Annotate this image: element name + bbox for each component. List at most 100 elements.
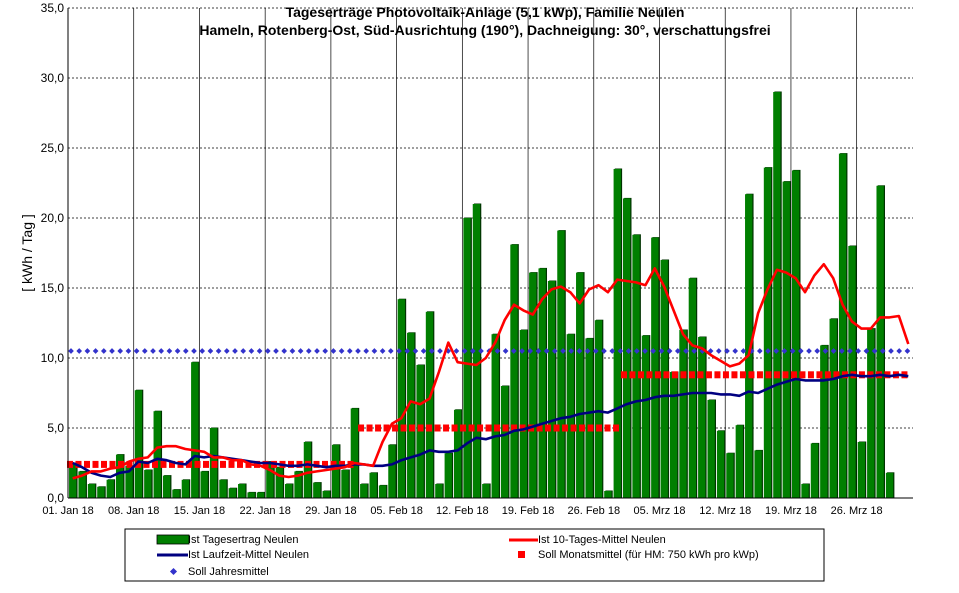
- bar: [238, 484, 246, 498]
- jahresmittel-marker: [535, 348, 542, 354]
- jahresmittel-marker: [109, 348, 115, 354]
- chart-title: Tageserträge Photovoltaik-Anlage (5,1 kW…: [286, 4, 685, 20]
- jahresmittel-marker: [822, 348, 829, 354]
- jahresmittel-marker: [461, 348, 468, 354]
- jahresmittel-marker: [174, 348, 181, 354]
- monatsmittel-marker: [169, 460, 175, 468]
- jahresmittel-marker: [84, 348, 91, 354]
- jahresmittel-marker: [346, 348, 353, 354]
- monatsmittel-marker: [477, 424, 484, 432]
- monatsmittel-marker: [765, 371, 772, 379]
- monatsmittel-marker: [596, 424, 603, 432]
- bar: [557, 230, 565, 498]
- bar: [622, 198, 631, 498]
- bar: [266, 461, 274, 498]
- legend-swatch-jahresmittel: [169, 567, 178, 576]
- y-tick-label: 15,0: [41, 281, 65, 295]
- y-tick-label: 35,0: [41, 1, 65, 15]
- jahresmittel-marker: [691, 348, 698, 354]
- jahresmittel-marker: [117, 348, 124, 354]
- x-tick-label: 19. Feb 18: [502, 505, 555, 517]
- monatsmittel-marker: [451, 424, 458, 432]
- bar: [538, 268, 546, 498]
- jahresmittel-marker: [838, 348, 845, 354]
- bar: [472, 204, 481, 498]
- y-tick-labels: 0,0 5,0 10,0 15,0 20,0 25,0 30,0 35,0: [41, 1, 65, 505]
- monatsmittel-marker: [782, 371, 789, 379]
- jahresmittel-marker: [584, 348, 591, 354]
- x-tick-labels: 01. Jan 18 08. Jan 18 15. Jan 18 22. Jan 18…: [42, 505, 882, 517]
- bar: [529, 272, 537, 498]
- y-tick-label: 20,0: [41, 211, 65, 225]
- bar: [688, 278, 697, 498]
- bar: [576, 272, 584, 498]
- monatsmittel-marker: [426, 424, 433, 432]
- monatsmittel-marker: [858, 371, 865, 379]
- bar: [763, 167, 772, 498]
- jahresmittel-marker: [379, 348, 386, 354]
- jahresmittel-marker: [437, 348, 443, 354]
- jahresmittel-marker: [502, 348, 509, 354]
- monatsmittel-marker: [194, 460, 201, 468]
- jahresmittel-marker: [404, 348, 411, 354]
- jahresmittel-marker: [773, 348, 780, 354]
- jahresmittel-marker: [724, 348, 730, 354]
- jahresmittel-marker: [478, 348, 484, 354]
- bar: [745, 194, 753, 498]
- bar: [388, 444, 396, 498]
- jahresmittel-marker: [617, 348, 624, 354]
- monatsmittel-marker: [126, 460, 133, 468]
- jahresmittel-marker: [814, 348, 821, 354]
- jahresmittel-marker: [601, 348, 607, 354]
- jahresmittel-marker: [355, 348, 361, 354]
- jahresmittel-marker: [789, 348, 796, 354]
- x-tick-label: 26. Mrz 18: [831, 505, 883, 517]
- monatsmittel-marker: [620, 371, 627, 379]
- jahresmittel-marker: [715, 348, 722, 354]
- jahresmittel-marker: [297, 348, 304, 354]
- jahresmittel-marker: [191, 348, 197, 354]
- monatsmittel-marker: [313, 460, 320, 468]
- bar: [857, 442, 866, 498]
- bar: [594, 320, 603, 498]
- jahresmittel-marker: [551, 348, 558, 354]
- jahresmittel-marker: [330, 348, 337, 354]
- bar: [313, 482, 321, 498]
- bar: [425, 311, 434, 498]
- monatsmittel-marker: [392, 424, 399, 432]
- x-tick-label: 12. Feb 18: [436, 505, 489, 517]
- monatsmittel-marker: [485, 424, 492, 432]
- monatsmittel-marker: [613, 424, 620, 432]
- monatsmittel-marker: [731, 371, 738, 379]
- bar: [820, 345, 828, 498]
- bar: [87, 484, 96, 498]
- monatsmittel-marker: [570, 424, 577, 432]
- jahresmittel-marker: [633, 348, 640, 354]
- monatsmittel-marker: [519, 424, 526, 432]
- jahresmittel-marker: [765, 348, 771, 354]
- monatsmittel-marker: [680, 371, 687, 379]
- bar: [350, 408, 359, 498]
- jahresmittel-marker: [371, 348, 378, 354]
- bar: [585, 338, 593, 498]
- jahresmittel-marker: [806, 348, 812, 354]
- x-tick-label: 29. Jan 18: [305, 505, 356, 517]
- legend-swatch-bar: [156, 534, 190, 545]
- monatsmittel-marker: [339, 460, 345, 468]
- jahresmittel-marker: [363, 348, 370, 354]
- jahresmittel-marker: [592, 348, 599, 354]
- bar: [801, 484, 809, 498]
- bar: [885, 472, 894, 498]
- jahresmittel-marker: [150, 348, 156, 354]
- jahresmittel-marker: [240, 348, 247, 354]
- monatsmittel-marker: [553, 424, 560, 432]
- monatsmittel-marker: [152, 460, 158, 468]
- monatsmittel-marker: [790, 371, 797, 379]
- monatsmittel-marker: [67, 460, 73, 468]
- bar: [500, 386, 509, 498]
- zehn-tages-mittel-line: [72, 262, 910, 480]
- bar: [303, 442, 312, 498]
- monatsmittel-marker: [228, 460, 235, 468]
- monatsmittel-marker: [288, 460, 294, 468]
